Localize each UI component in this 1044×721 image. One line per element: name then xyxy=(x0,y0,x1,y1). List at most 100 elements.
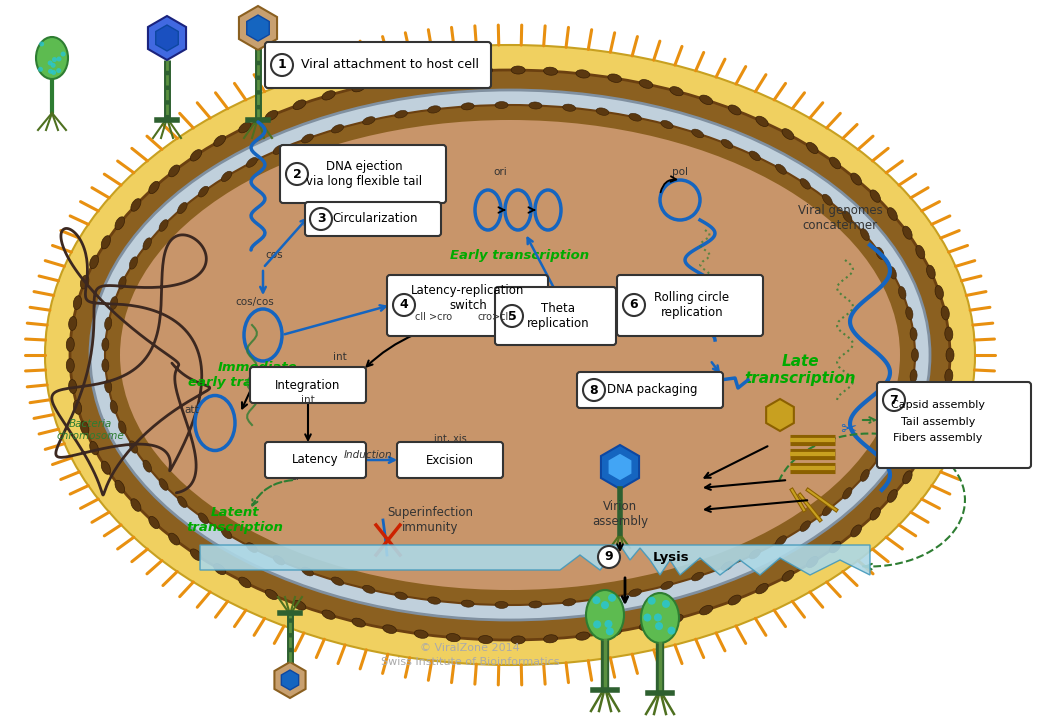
Ellipse shape xyxy=(888,267,897,279)
Ellipse shape xyxy=(198,513,209,523)
Circle shape xyxy=(52,57,57,62)
Text: Integration: Integration xyxy=(276,379,340,392)
Ellipse shape xyxy=(428,106,441,113)
Ellipse shape xyxy=(414,71,428,80)
Ellipse shape xyxy=(750,549,760,559)
Ellipse shape xyxy=(876,247,884,260)
Ellipse shape xyxy=(395,110,407,118)
Ellipse shape xyxy=(870,190,880,203)
Text: 4: 4 xyxy=(400,298,408,311)
Ellipse shape xyxy=(293,601,306,610)
Ellipse shape xyxy=(111,401,118,413)
Circle shape xyxy=(310,208,332,230)
Ellipse shape xyxy=(118,276,126,289)
Ellipse shape xyxy=(699,606,713,615)
Ellipse shape xyxy=(941,306,949,320)
Text: 2: 2 xyxy=(292,167,302,180)
Ellipse shape xyxy=(478,66,493,74)
Text: int, xis: int, xis xyxy=(433,434,467,444)
FancyBboxPatch shape xyxy=(617,275,763,336)
Text: cll >cro: cll >cro xyxy=(416,312,452,322)
Ellipse shape xyxy=(214,564,226,575)
Ellipse shape xyxy=(935,411,944,425)
Ellipse shape xyxy=(776,536,786,546)
Ellipse shape xyxy=(67,358,74,373)
Ellipse shape xyxy=(461,103,474,110)
Ellipse shape xyxy=(102,338,109,351)
Ellipse shape xyxy=(478,635,493,644)
Ellipse shape xyxy=(177,496,187,508)
Ellipse shape xyxy=(446,634,460,642)
Ellipse shape xyxy=(332,577,343,585)
Ellipse shape xyxy=(807,142,818,154)
Text: Swiss Institute of Bioinformatics: Swiss Institute of Bioinformatics xyxy=(381,657,560,667)
Ellipse shape xyxy=(80,421,89,435)
Text: 5: 5 xyxy=(507,309,517,322)
Text: Latency: Latency xyxy=(291,454,338,466)
Ellipse shape xyxy=(69,317,77,330)
Ellipse shape xyxy=(169,165,180,177)
Ellipse shape xyxy=(45,45,975,665)
Text: Circularization: Circularization xyxy=(332,213,418,226)
Ellipse shape xyxy=(544,67,557,75)
Ellipse shape xyxy=(586,590,624,640)
Circle shape xyxy=(623,294,645,316)
Ellipse shape xyxy=(887,490,897,503)
Ellipse shape xyxy=(927,431,935,445)
Ellipse shape xyxy=(246,543,257,552)
Ellipse shape xyxy=(888,431,897,443)
Ellipse shape xyxy=(177,203,187,213)
FancyBboxPatch shape xyxy=(577,372,723,408)
Circle shape xyxy=(606,627,614,635)
Text: DNA ejection
via long flexible tail: DNA ejection via long flexible tail xyxy=(306,160,422,188)
Ellipse shape xyxy=(395,592,407,600)
Ellipse shape xyxy=(903,226,912,239)
Circle shape xyxy=(271,54,293,76)
Text: ✂: ✂ xyxy=(839,420,856,440)
Text: 7: 7 xyxy=(889,394,899,407)
Ellipse shape xyxy=(322,610,335,619)
Ellipse shape xyxy=(90,255,98,269)
Circle shape xyxy=(667,627,675,634)
Circle shape xyxy=(883,389,905,411)
Ellipse shape xyxy=(887,208,897,221)
Ellipse shape xyxy=(670,614,683,624)
Ellipse shape xyxy=(446,68,460,76)
Ellipse shape xyxy=(111,296,118,309)
Ellipse shape xyxy=(428,597,441,604)
Ellipse shape xyxy=(265,110,278,120)
Ellipse shape xyxy=(239,577,251,588)
Ellipse shape xyxy=(945,369,953,383)
Ellipse shape xyxy=(906,307,912,319)
FancyBboxPatch shape xyxy=(280,145,446,203)
Ellipse shape xyxy=(639,79,652,89)
Text: ori: ori xyxy=(493,167,507,177)
Ellipse shape xyxy=(576,632,590,640)
Ellipse shape xyxy=(149,182,160,194)
Ellipse shape xyxy=(830,157,840,169)
Text: Excision: Excision xyxy=(426,454,474,466)
Ellipse shape xyxy=(73,296,81,309)
Ellipse shape xyxy=(860,229,870,241)
Ellipse shape xyxy=(906,390,912,403)
Circle shape xyxy=(61,51,66,56)
Ellipse shape xyxy=(322,91,335,100)
Ellipse shape xyxy=(946,348,954,362)
Ellipse shape xyxy=(911,348,919,361)
Ellipse shape xyxy=(149,516,160,528)
Ellipse shape xyxy=(628,113,641,121)
Ellipse shape xyxy=(860,469,870,482)
Ellipse shape xyxy=(221,528,232,539)
Ellipse shape xyxy=(823,505,832,516)
Ellipse shape xyxy=(576,70,590,78)
FancyBboxPatch shape xyxy=(265,442,366,478)
Ellipse shape xyxy=(721,139,733,149)
Ellipse shape xyxy=(661,120,673,128)
Ellipse shape xyxy=(903,471,912,484)
Ellipse shape xyxy=(639,622,652,630)
Ellipse shape xyxy=(945,327,953,341)
Ellipse shape xyxy=(352,83,365,92)
Ellipse shape xyxy=(870,508,880,520)
Text: Capsid assembly: Capsid assembly xyxy=(891,400,984,410)
Text: Induction: Induction xyxy=(343,450,393,460)
